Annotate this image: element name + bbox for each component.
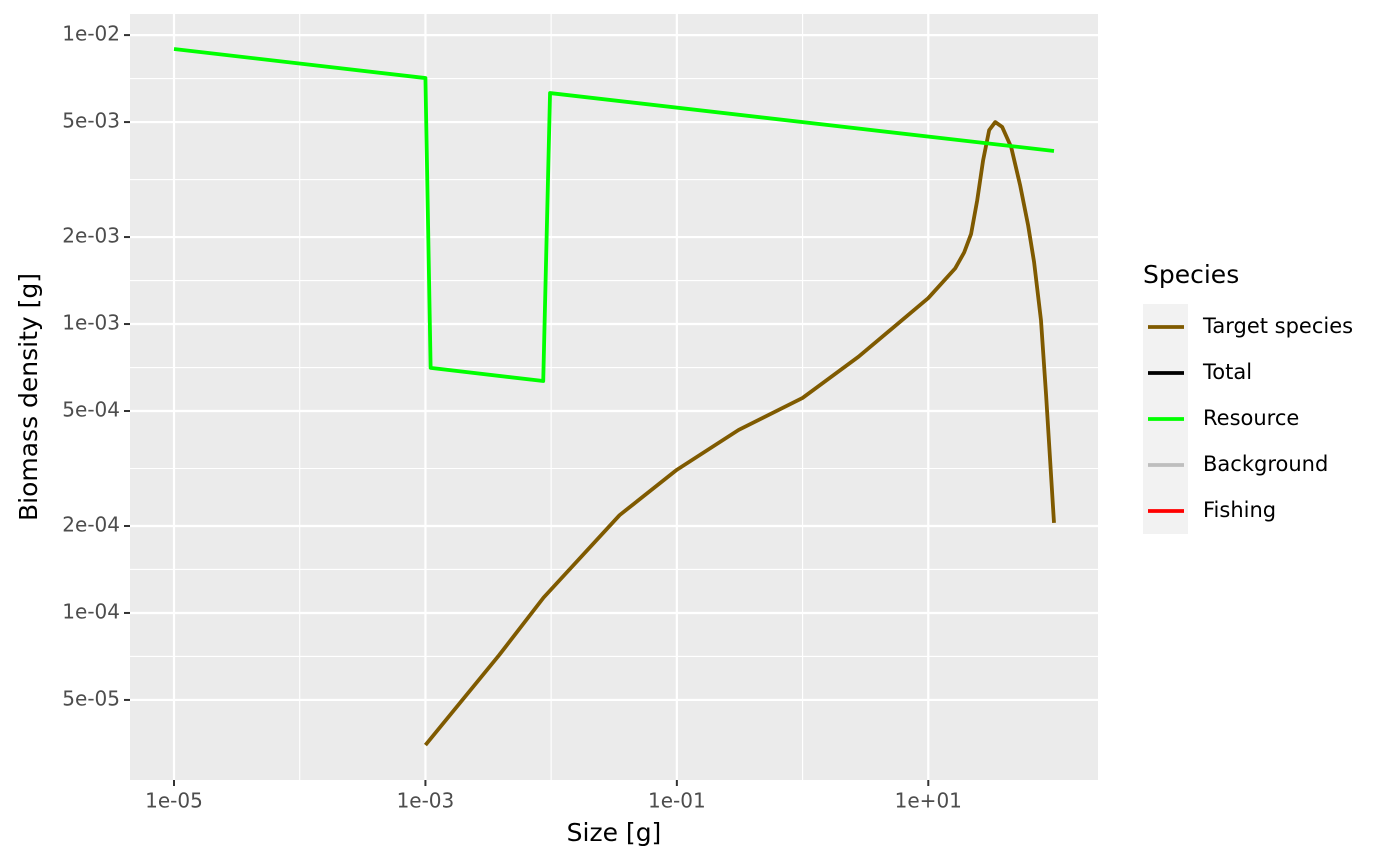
x-tick-label: 1e-05 bbox=[145, 789, 203, 813]
y-tick-label: 1e-04 bbox=[62, 599, 120, 623]
panel bbox=[130, 14, 1098, 780]
legend-label: Background bbox=[1203, 452, 1328, 476]
series-line bbox=[173, 47, 1055, 383]
legend-label: Target species bbox=[1202, 314, 1353, 338]
x-axis-title: Size [g] bbox=[567, 818, 662, 847]
x-tick-label: 1e+01 bbox=[895, 789, 962, 813]
y-axis-title: Biomass density [g] bbox=[14, 273, 43, 521]
legend-label: Total bbox=[1202, 360, 1252, 384]
legend-label: Resource bbox=[1203, 406, 1299, 430]
y-tick-label: 5e-04 bbox=[62, 398, 120, 422]
y-tick-label: 5e-05 bbox=[62, 686, 120, 710]
y-tick-label: 2e-04 bbox=[62, 512, 120, 536]
y-tick-label: 1e-02 bbox=[62, 22, 120, 46]
y-tick-label: 2e-03 bbox=[62, 224, 120, 248]
legend-label: Fishing bbox=[1203, 498, 1276, 522]
y-tick-label: 1e-03 bbox=[62, 311, 120, 335]
x-tick-label: 1e-01 bbox=[648, 789, 706, 813]
legend-title: Species bbox=[1143, 260, 1239, 289]
x-tick-label: 1e-03 bbox=[397, 789, 455, 813]
y-tick-label: 5e-03 bbox=[62, 109, 120, 133]
series-line bbox=[423, 120, 1056, 747]
